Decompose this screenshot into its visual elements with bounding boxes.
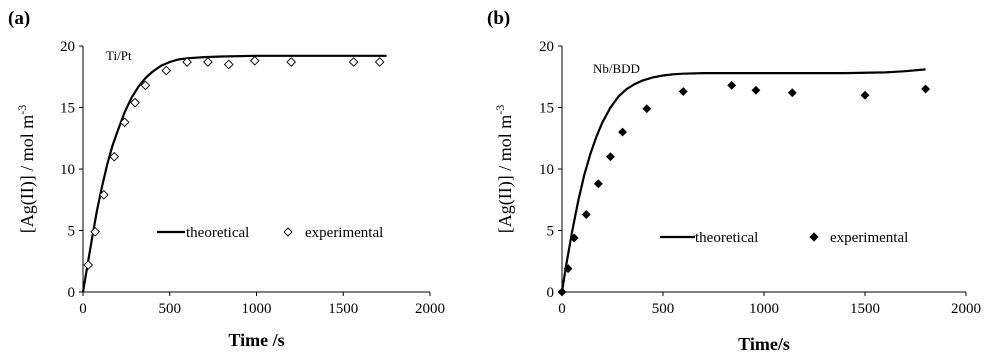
experimental-point (286, 57, 297, 67)
legend: theoretical experimental (157, 225, 383, 241)
x-tick-label: 500 (159, 301, 182, 317)
experimental-point (921, 84, 931, 94)
experimental-point (83, 260, 94, 270)
experimental-point (581, 210, 591, 219)
y-tick-label: 15 (539, 101, 554, 117)
x-tick-label: 2000 (951, 301, 981, 317)
experimental-point (109, 151, 120, 162)
x-tick-label: 2000 (415, 301, 445, 317)
x-tick-label: 1500 (850, 301, 880, 317)
legend: theoretical experimental (660, 230, 908, 246)
experimental-point (642, 104, 652, 114)
y-tick-label: 5 (68, 224, 76, 240)
experimental-point (787, 88, 797, 98)
y-tick-label: 10 (539, 162, 554, 178)
experimental-point (860, 90, 870, 100)
experimental-point (161, 65, 172, 76)
experimental-point (593, 179, 603, 189)
y-tick-label: 20 (539, 39, 554, 55)
experimental-point (563, 264, 573, 274)
experimental-point (348, 57, 359, 67)
x-tick-label: 1500 (328, 301, 358, 317)
y-axis-title: [Ag(II)] / mol m-3 (15, 105, 38, 233)
experimental-point (557, 287, 567, 297)
chart-panel-a: (a) 0 500 1000 1500 2000 0 5 10 15 20 Time /s [Ag(II… (8, 8, 445, 350)
x-tick-label: 1000 (749, 301, 779, 317)
y-axis-title-main: [Ag(II)] / mol m (17, 115, 38, 233)
y-tick-label: 0 (68, 285, 76, 301)
legend-label-theoretical: theoretical (186, 225, 249, 241)
legend-label-experimental: experimental (305, 225, 383, 241)
y-axis-title-main: [Ag(II)] / mol m (495, 115, 516, 233)
x-axis-title: Time/s (738, 334, 790, 354)
theoretical-curve (81, 54, 387, 293)
panel-annotation: Nb/BDD (593, 61, 640, 76)
experimental-point (182, 57, 192, 67)
experimental-point (249, 55, 260, 66)
experimental-point (140, 80, 151, 91)
x-tick-label: 0 (79, 301, 87, 317)
experimental-point (678, 87, 688, 96)
x-tick-label: 0 (558, 301, 566, 317)
experimental-point (727, 80, 737, 90)
y-tick-label: 5 (547, 224, 555, 240)
experimental-point (374, 57, 385, 67)
x-axis-title: Time /s (228, 330, 284, 350)
y-axis-title: [Ag(II)] / mol m-3 (493, 105, 516, 233)
experimental-point (751, 85, 761, 95)
chart-panel-b: (b) 0 500 1000 1500 2000 0 5 10 15 20 Time/s [Ag(II)… (487, 8, 981, 354)
panel-label: (b) (487, 8, 510, 29)
y-tick-label: 20 (60, 39, 75, 55)
theoretical-curve (560, 68, 926, 293)
experimental-point (130, 97, 140, 108)
y-tick-label: 0 (547, 285, 555, 301)
experimental-point (223, 59, 234, 70)
legend-marker-swatch (809, 232, 819, 242)
panel-annotation: Ti/Pt (106, 48, 132, 63)
y-tick-label: 10 (60, 162, 75, 178)
legend-label-experimental: experimental (830, 230, 908, 246)
legend-marker-swatch (283, 227, 293, 237)
y-tick-label: 15 (60, 101, 75, 117)
experimental-point (203, 57, 213, 67)
experimental-point (98, 189, 109, 200)
experimental-point (90, 226, 100, 237)
experimental-point (119, 117, 130, 128)
y-axis-title-superscript: -3 (15, 105, 29, 115)
experimental-point (569, 233, 579, 243)
x-tick-label: 1000 (242, 301, 272, 317)
x-tick-label: 500 (652, 301, 675, 317)
y-axis-title-superscript: -3 (493, 105, 507, 115)
panel-label: (a) (8, 8, 30, 29)
legend-label-theoretical: theoretical (695, 230, 758, 246)
experimental-point (606, 152, 615, 162)
experimental-point (618, 127, 628, 137)
